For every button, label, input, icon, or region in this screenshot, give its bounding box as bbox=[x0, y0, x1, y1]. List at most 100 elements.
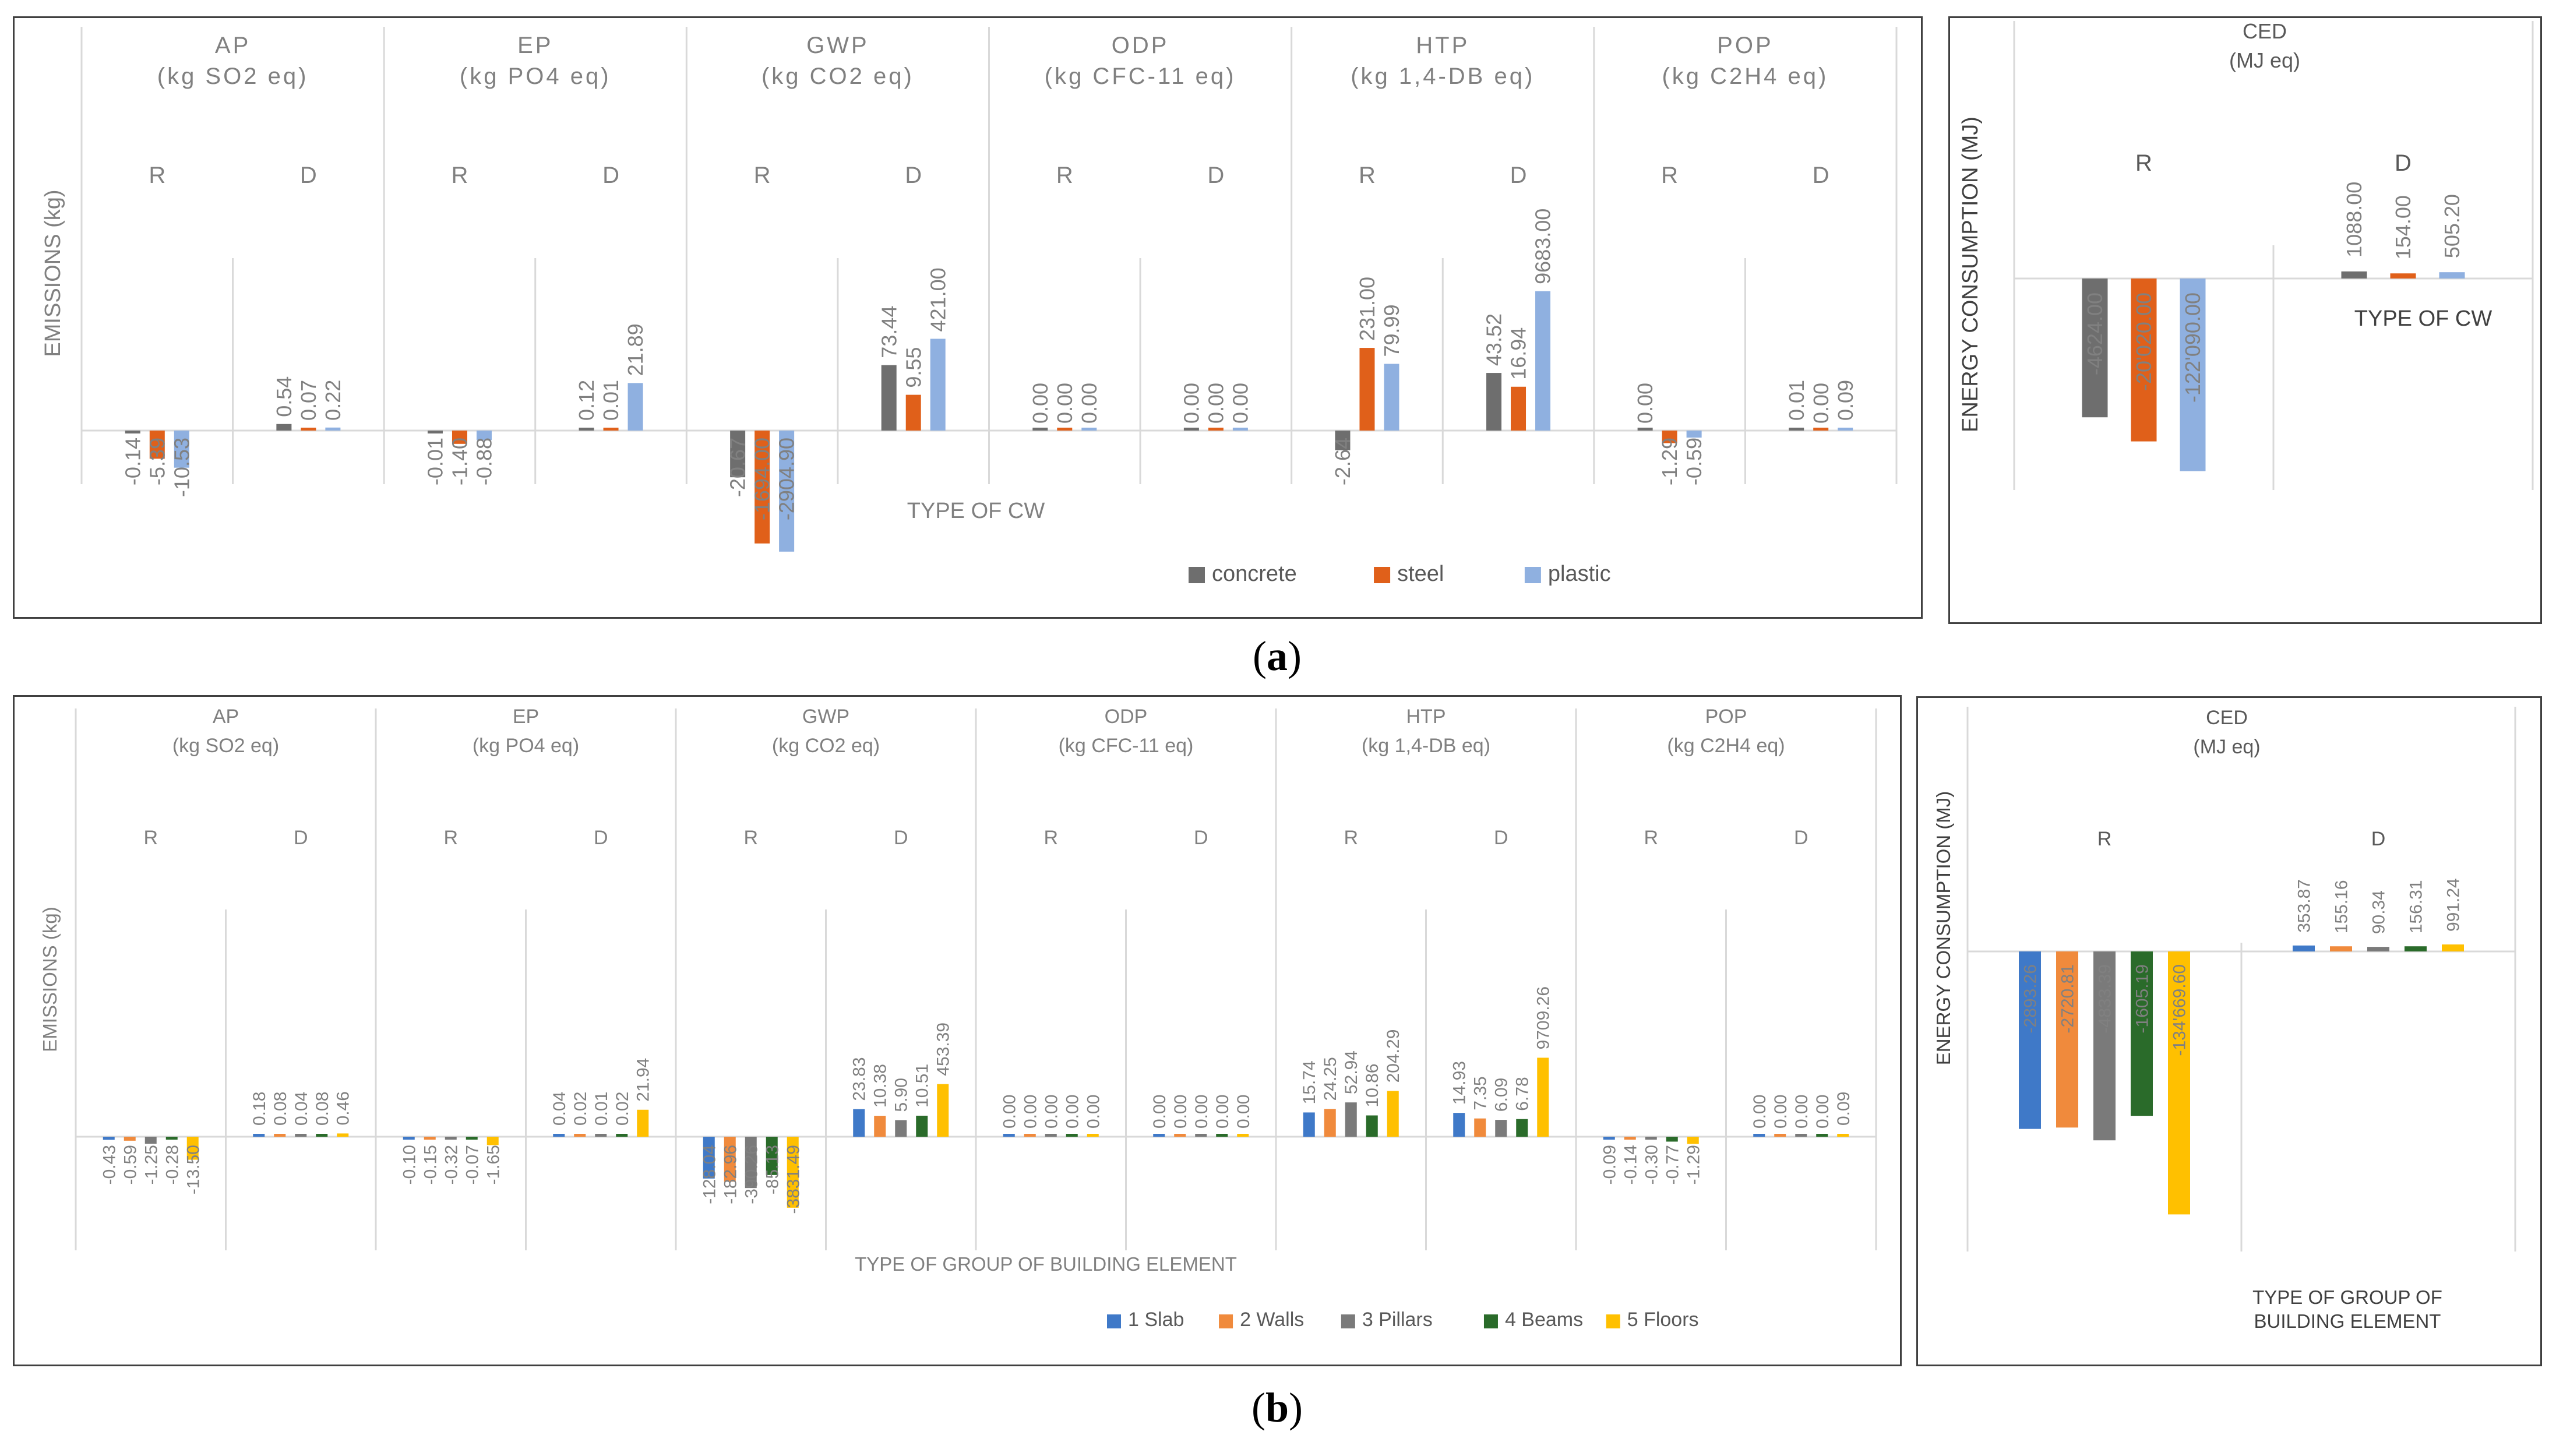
x-axis-label: TYPE OF CW bbox=[907, 499, 1045, 523]
ced-r-label-2: -122'090.00 bbox=[2181, 292, 2205, 403]
odp-d-bar-2 bbox=[1232, 428, 1248, 431]
category-title-htp: HTP bbox=[1406, 706, 1446, 728]
pop-r-bar-0 bbox=[1637, 428, 1653, 431]
x-axis-label-line-1: BUILDING ELEMENT bbox=[2254, 1310, 2441, 1332]
subgroup-label-d: D bbox=[1194, 827, 1208, 849]
ced-unit: (MJ eq) bbox=[2229, 48, 2300, 72]
ep-d-bar-2 bbox=[627, 383, 643, 431]
ced-r-bar-3 bbox=[2131, 951, 2153, 1116]
subgroup-label-d: D bbox=[1813, 163, 1829, 188]
ep-d-label-2: 21.89 bbox=[623, 323, 647, 376]
chart-a-emissions: EMISSIONS (kg)AP(kg SO2 eq)R-0.14 -5.39 -1… bbox=[41, 27, 1898, 586]
ap-r-bar-0 bbox=[125, 431, 140, 433]
odp-r-bar-0 bbox=[1032, 428, 1048, 431]
subgroup-label-r: R bbox=[1359, 163, 1376, 188]
pop-d-label-1: 0.00 bbox=[1771, 1095, 1790, 1129]
htp-d-bar-0 bbox=[1453, 1113, 1465, 1137]
ced-r-label-0: -4624.00 bbox=[2083, 292, 2107, 375]
subgroup-label-r: R bbox=[443, 827, 458, 849]
gwp-r-bar-2 bbox=[779, 431, 795, 552]
ced-d-bar-2 bbox=[2439, 272, 2465, 278]
subgroup-label-r: R bbox=[1644, 827, 1658, 849]
category-unit-odp: (kg CFC-11 eq) bbox=[1045, 64, 1236, 89]
ep-d-bar-0 bbox=[553, 1134, 565, 1137]
htp-r-label-0: -2.64 bbox=[1331, 438, 1355, 485]
ap-r-bar-1 bbox=[124, 1137, 136, 1141]
category-unit-htp: (kg 1,4-DB eq) bbox=[1351, 64, 1535, 89]
htp-r-label-3: 10.86 bbox=[1363, 1063, 1382, 1107]
pop-d-bar-2 bbox=[1795, 1134, 1807, 1137]
ced-d-label-2: 505.20 bbox=[2440, 194, 2464, 258]
chart-b-ced: CED (MJ eq) ENERGY CONSUMPTION (MJ) R -2893.… bbox=[1933, 707, 2516, 1332]
ced-title: CED bbox=[2206, 707, 2248, 729]
ep-r-label-1: -0.15 bbox=[421, 1145, 440, 1184]
pop-d-bar-4 bbox=[1837, 1134, 1849, 1137]
htp-d-label-2: 9683.00 bbox=[1531, 209, 1555, 284]
htp-r-label-1: 231.00 bbox=[1355, 277, 1379, 341]
odp-d-bar-3 bbox=[1216, 1134, 1228, 1137]
ced-d-bar-0 bbox=[2293, 945, 2315, 951]
caption-a-letter: a bbox=[1267, 633, 1288, 679]
ap-r-label-3: -0.28 bbox=[163, 1145, 182, 1184]
subgroup-label-d: D bbox=[1494, 827, 1508, 849]
odp-d-bar-1 bbox=[1208, 428, 1224, 431]
ced-d-bar-1 bbox=[2330, 946, 2352, 951]
htp-r-bar-2 bbox=[1345, 1102, 1357, 1137]
ep-d-label-4: 21.94 bbox=[634, 1058, 653, 1102]
subgroup-label-r: R bbox=[743, 827, 758, 849]
ap-d-label-0: 0.18 bbox=[250, 1092, 269, 1126]
htp-d-label-2: 6.09 bbox=[1492, 1078, 1511, 1112]
ap-d-bar-2 bbox=[295, 1134, 307, 1137]
gwp-d-label-1: 10.38 bbox=[871, 1064, 890, 1108]
legend-label-3: 4 Beams bbox=[1505, 1309, 1583, 1331]
ep-r-label-0: -0.01 bbox=[424, 438, 447, 485]
odp-r-label-1: 0.00 bbox=[1053, 383, 1077, 424]
ap-r-bar-3 bbox=[165, 1137, 178, 1140]
pop-d-bar-1 bbox=[1813, 428, 1829, 431]
odp-d-bar-4 bbox=[1237, 1134, 1249, 1137]
ep-r-bar-0 bbox=[403, 1137, 415, 1140]
ced-d-bar-3 bbox=[2405, 946, 2427, 951]
htp-d-label-1: 16.94 bbox=[1507, 327, 1531, 380]
ap-d-bar-3 bbox=[316, 1134, 328, 1137]
ap-d-bar-0 bbox=[276, 424, 292, 431]
ep-r-bar-4 bbox=[486, 1137, 499, 1145]
legend-label-1: 2 Walls bbox=[1240, 1309, 1304, 1331]
subgroup-label-d: D bbox=[1794, 827, 1808, 849]
gwp-d-label-0: 73.44 bbox=[877, 306, 901, 358]
ep-r-label-0: -0.10 bbox=[400, 1145, 419, 1184]
ced-r-bar-4 bbox=[2168, 951, 2190, 1215]
htp-d-label-0: 14.93 bbox=[1450, 1061, 1469, 1105]
subgroup-label-r: R bbox=[1056, 163, 1073, 188]
ep-r-label-2: -0.88 bbox=[473, 438, 496, 485]
odp-d-label-2: 0.00 bbox=[1228, 383, 1252, 424]
ep-d-bar-0 bbox=[579, 428, 594, 431]
subgroup-label-d: D bbox=[300, 163, 317, 188]
odp-r-label-3: 0.00 bbox=[1063, 1095, 1082, 1129]
gwp-r-bar-4 bbox=[787, 1137, 799, 1208]
ap-d-bar-1 bbox=[301, 428, 316, 431]
odp-d-label-2: 0.00 bbox=[1192, 1095, 1211, 1129]
ap-r-label-4: -13.50 bbox=[184, 1145, 203, 1194]
subgroup-label-d: D bbox=[905, 163, 922, 188]
ced-unit: (MJ eq) bbox=[2193, 736, 2260, 758]
x-axis-label: TYPE OF GROUP OF BUILDING ELEMENT bbox=[855, 1253, 1237, 1275]
ep-d-label-0: 0.04 bbox=[550, 1092, 569, 1126]
odp-r-bar-0 bbox=[1003, 1134, 1015, 1137]
category-unit-ap: (kg SO2 eq) bbox=[172, 735, 279, 757]
legend-swatch-1 bbox=[1219, 1314, 1233, 1328]
pop-d-label-0: 0.00 bbox=[1750, 1095, 1769, 1129]
pop-r-label-4: -1.29 bbox=[1684, 1145, 1703, 1184]
ap-d-label-2: 0.04 bbox=[292, 1092, 311, 1126]
subgroup-label-d: D bbox=[1207, 163, 1224, 188]
gwp-d-label-0: 23.83 bbox=[850, 1057, 869, 1101]
ap-r-bar-1 bbox=[149, 431, 165, 459]
legend-swatch-0 bbox=[1107, 1314, 1121, 1328]
caption-a: (a) bbox=[1253, 633, 1302, 679]
ep-d-bar-4 bbox=[637, 1109, 649, 1137]
gwp-r-bar-0 bbox=[730, 431, 746, 478]
ced-d-bar-4 bbox=[2442, 944, 2464, 951]
y-axis-label: ENERGY CONSUMPTION (MJ) bbox=[1933, 791, 1954, 1066]
ap-r-label-0: -0.43 bbox=[100, 1145, 119, 1184]
htp-r-bar-0 bbox=[1303, 1112, 1315, 1137]
